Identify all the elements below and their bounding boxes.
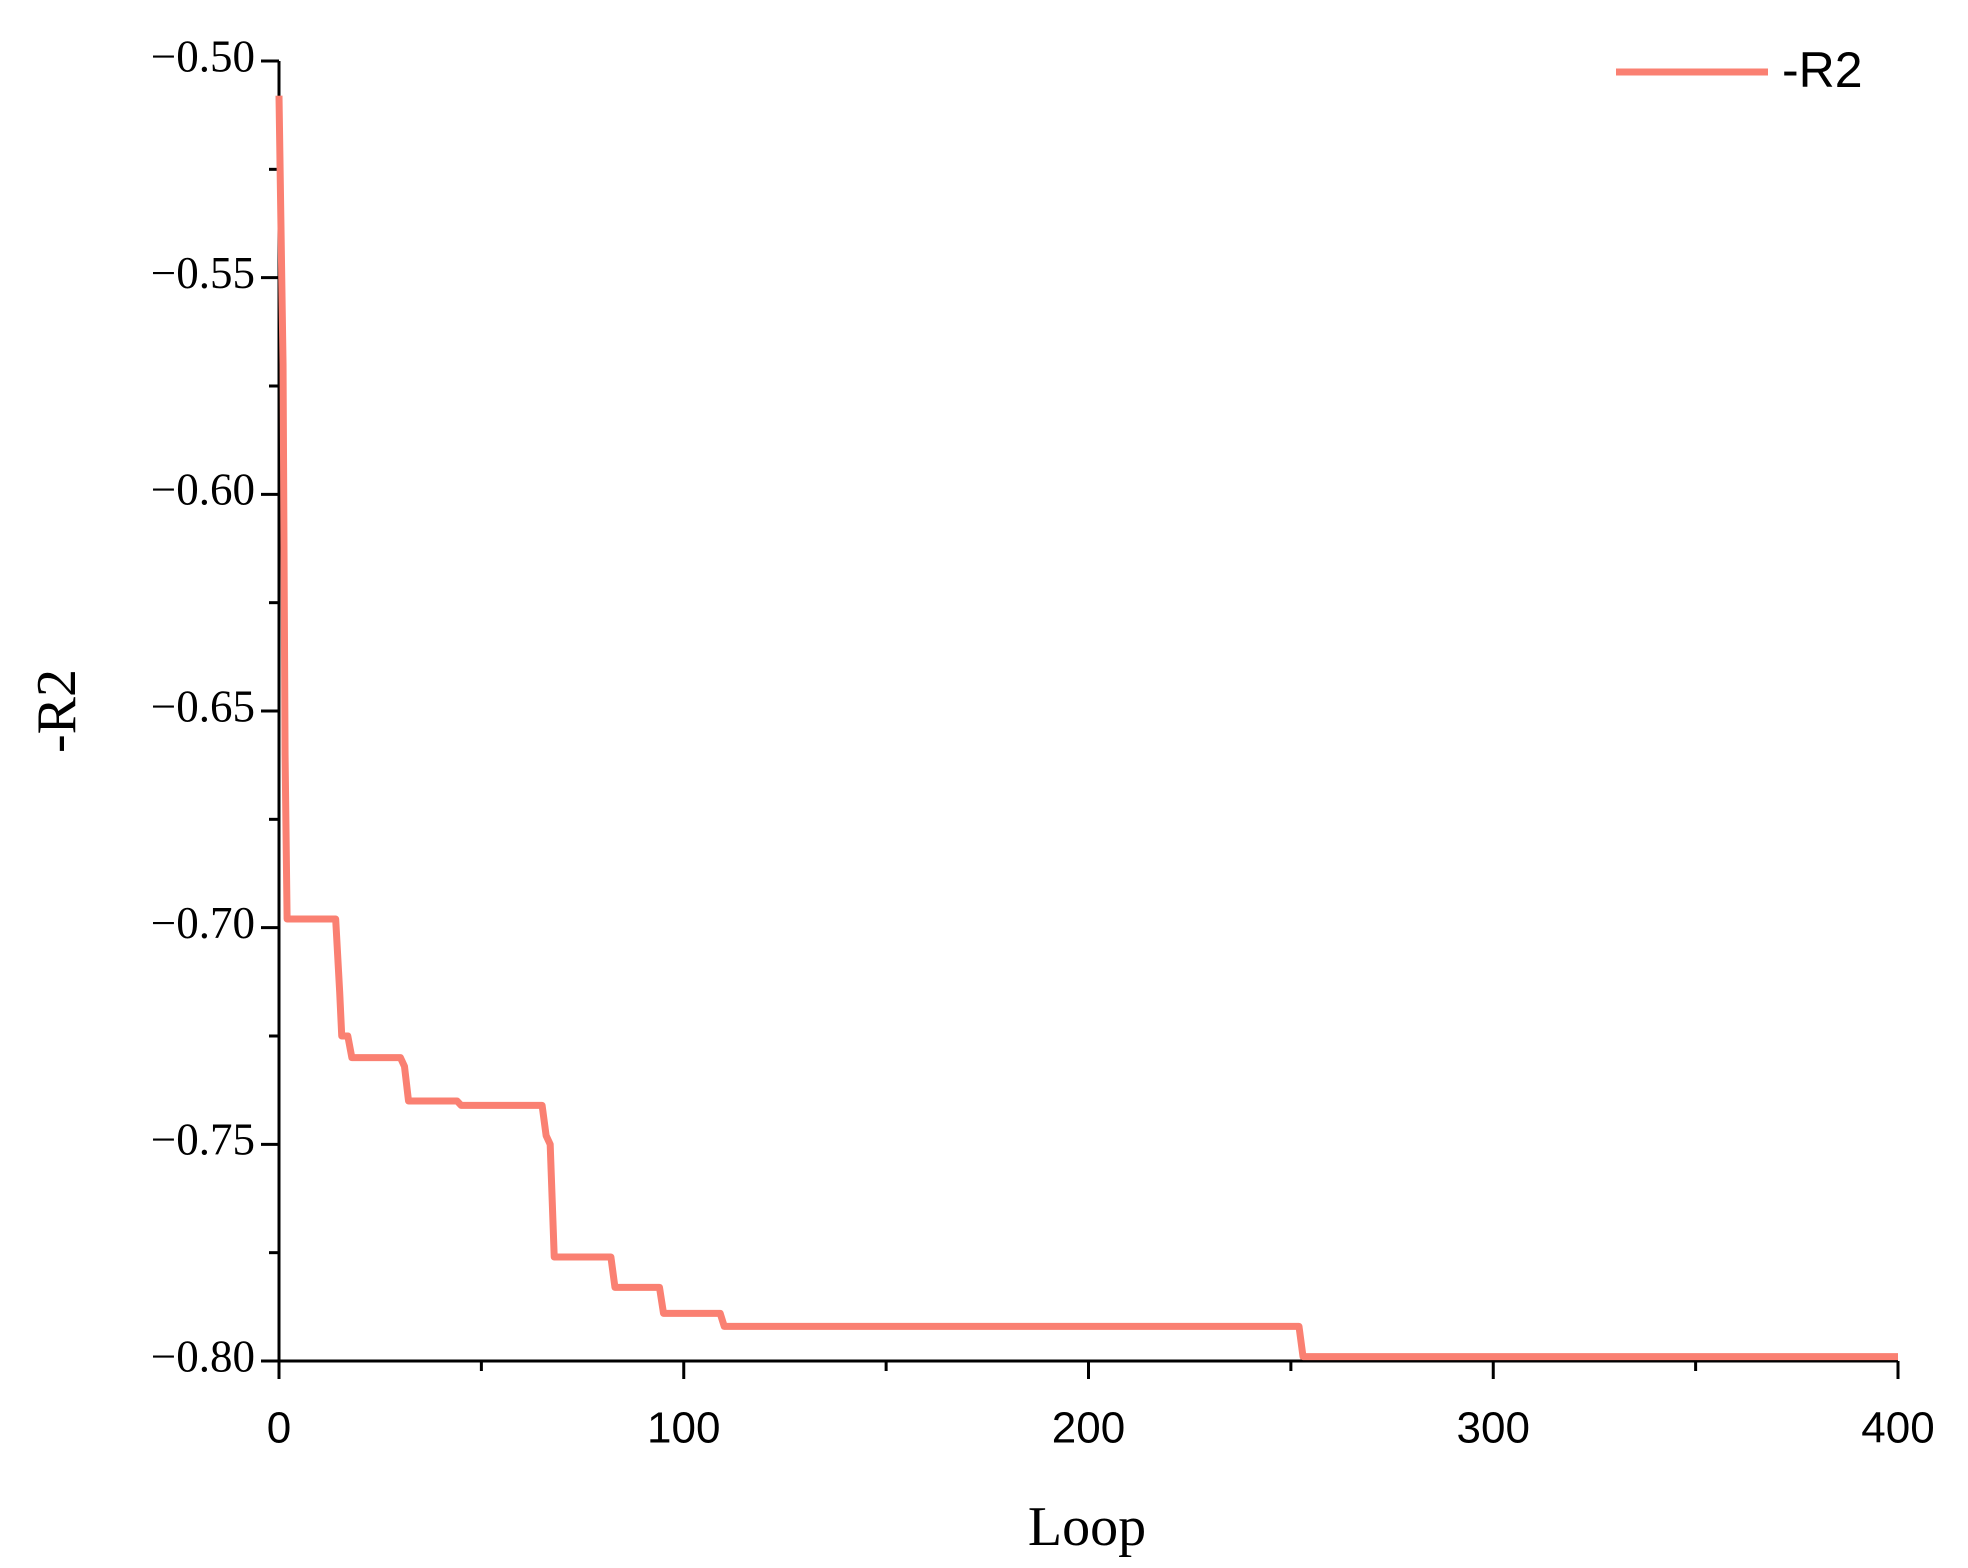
y-tick-label: −0.60	[151, 465, 255, 515]
x-axis-title: Loop	[1028, 1496, 1146, 1558]
y-tick-label: −0.65	[151, 681, 255, 731]
y-tick-label: −0.70	[151, 898, 255, 948]
x-tick-label: 300	[1457, 1404, 1530, 1453]
y-tick-label: −0.75	[151, 1115, 255, 1165]
data-line	[275, 95, 1898, 1361]
x-tick-label: 100	[647, 1404, 720, 1453]
x-tick-label: 400	[1861, 1404, 1934, 1453]
y-tick-label: −0.80	[151, 1331, 255, 1381]
x-tick-label: 0	[267, 1404, 291, 1453]
y-axis-title: -R2	[26, 669, 88, 753]
legend-label: -R2	[1782, 42, 1863, 98]
y-tick-label: −0.55	[151, 248, 255, 298]
y-tick-label: −0.50	[151, 31, 255, 81]
x-tick-label: 200	[1052, 1404, 1125, 1453]
